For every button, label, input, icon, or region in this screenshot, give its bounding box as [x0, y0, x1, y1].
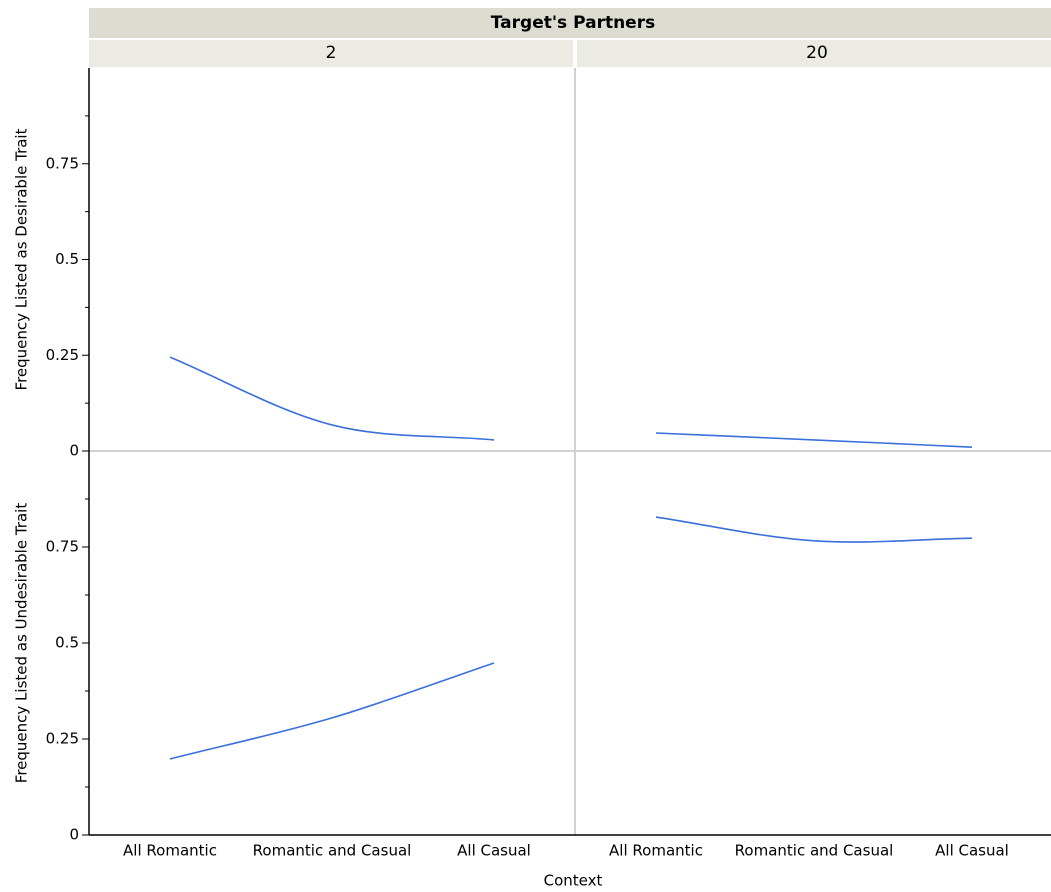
column-label: 2 — [326, 43, 337, 63]
data-line — [169, 662, 495, 760]
x-tick-label: All Casual — [935, 842, 1009, 860]
column-band — [577, 40, 1051, 67]
y-tick-label: 0.5 — [55, 634, 79, 652]
data-line — [169, 356, 495, 441]
data-line — [655, 516, 973, 543]
x-tick-label: Romantic and Casual — [253, 842, 412, 860]
x-tick-label: All Romantic — [123, 842, 217, 860]
x-axis-title: Context — [544, 872, 603, 890]
y-tick-label: 0.25 — [46, 730, 79, 748]
y-tick-label: 0 — [69, 826, 79, 844]
y-tick-label: 0.75 — [46, 538, 79, 556]
y-tick-label: 0.5 — [55, 250, 79, 268]
y-tick-label: 0.25 — [46, 346, 79, 364]
column-label: 20 — [806, 43, 828, 63]
header-band — [89, 8, 1051, 38]
data-line — [655, 432, 973, 448]
y-tick-label: 0.75 — [46, 154, 79, 172]
y-axis-title: Frequency Listed as Undesirable Trait — [13, 503, 31, 784]
x-tick-label: All Romantic — [609, 842, 703, 860]
y-tick-label: 0 — [69, 442, 79, 460]
chart-title: Target's Partners — [491, 13, 655, 33]
column-band — [89, 40, 573, 67]
x-tick-label: Romantic and Casual — [735, 842, 894, 860]
x-tick-label: All Casual — [457, 842, 531, 860]
y-axis-title: Frequency Listed as Desirable Trait — [13, 128, 31, 390]
